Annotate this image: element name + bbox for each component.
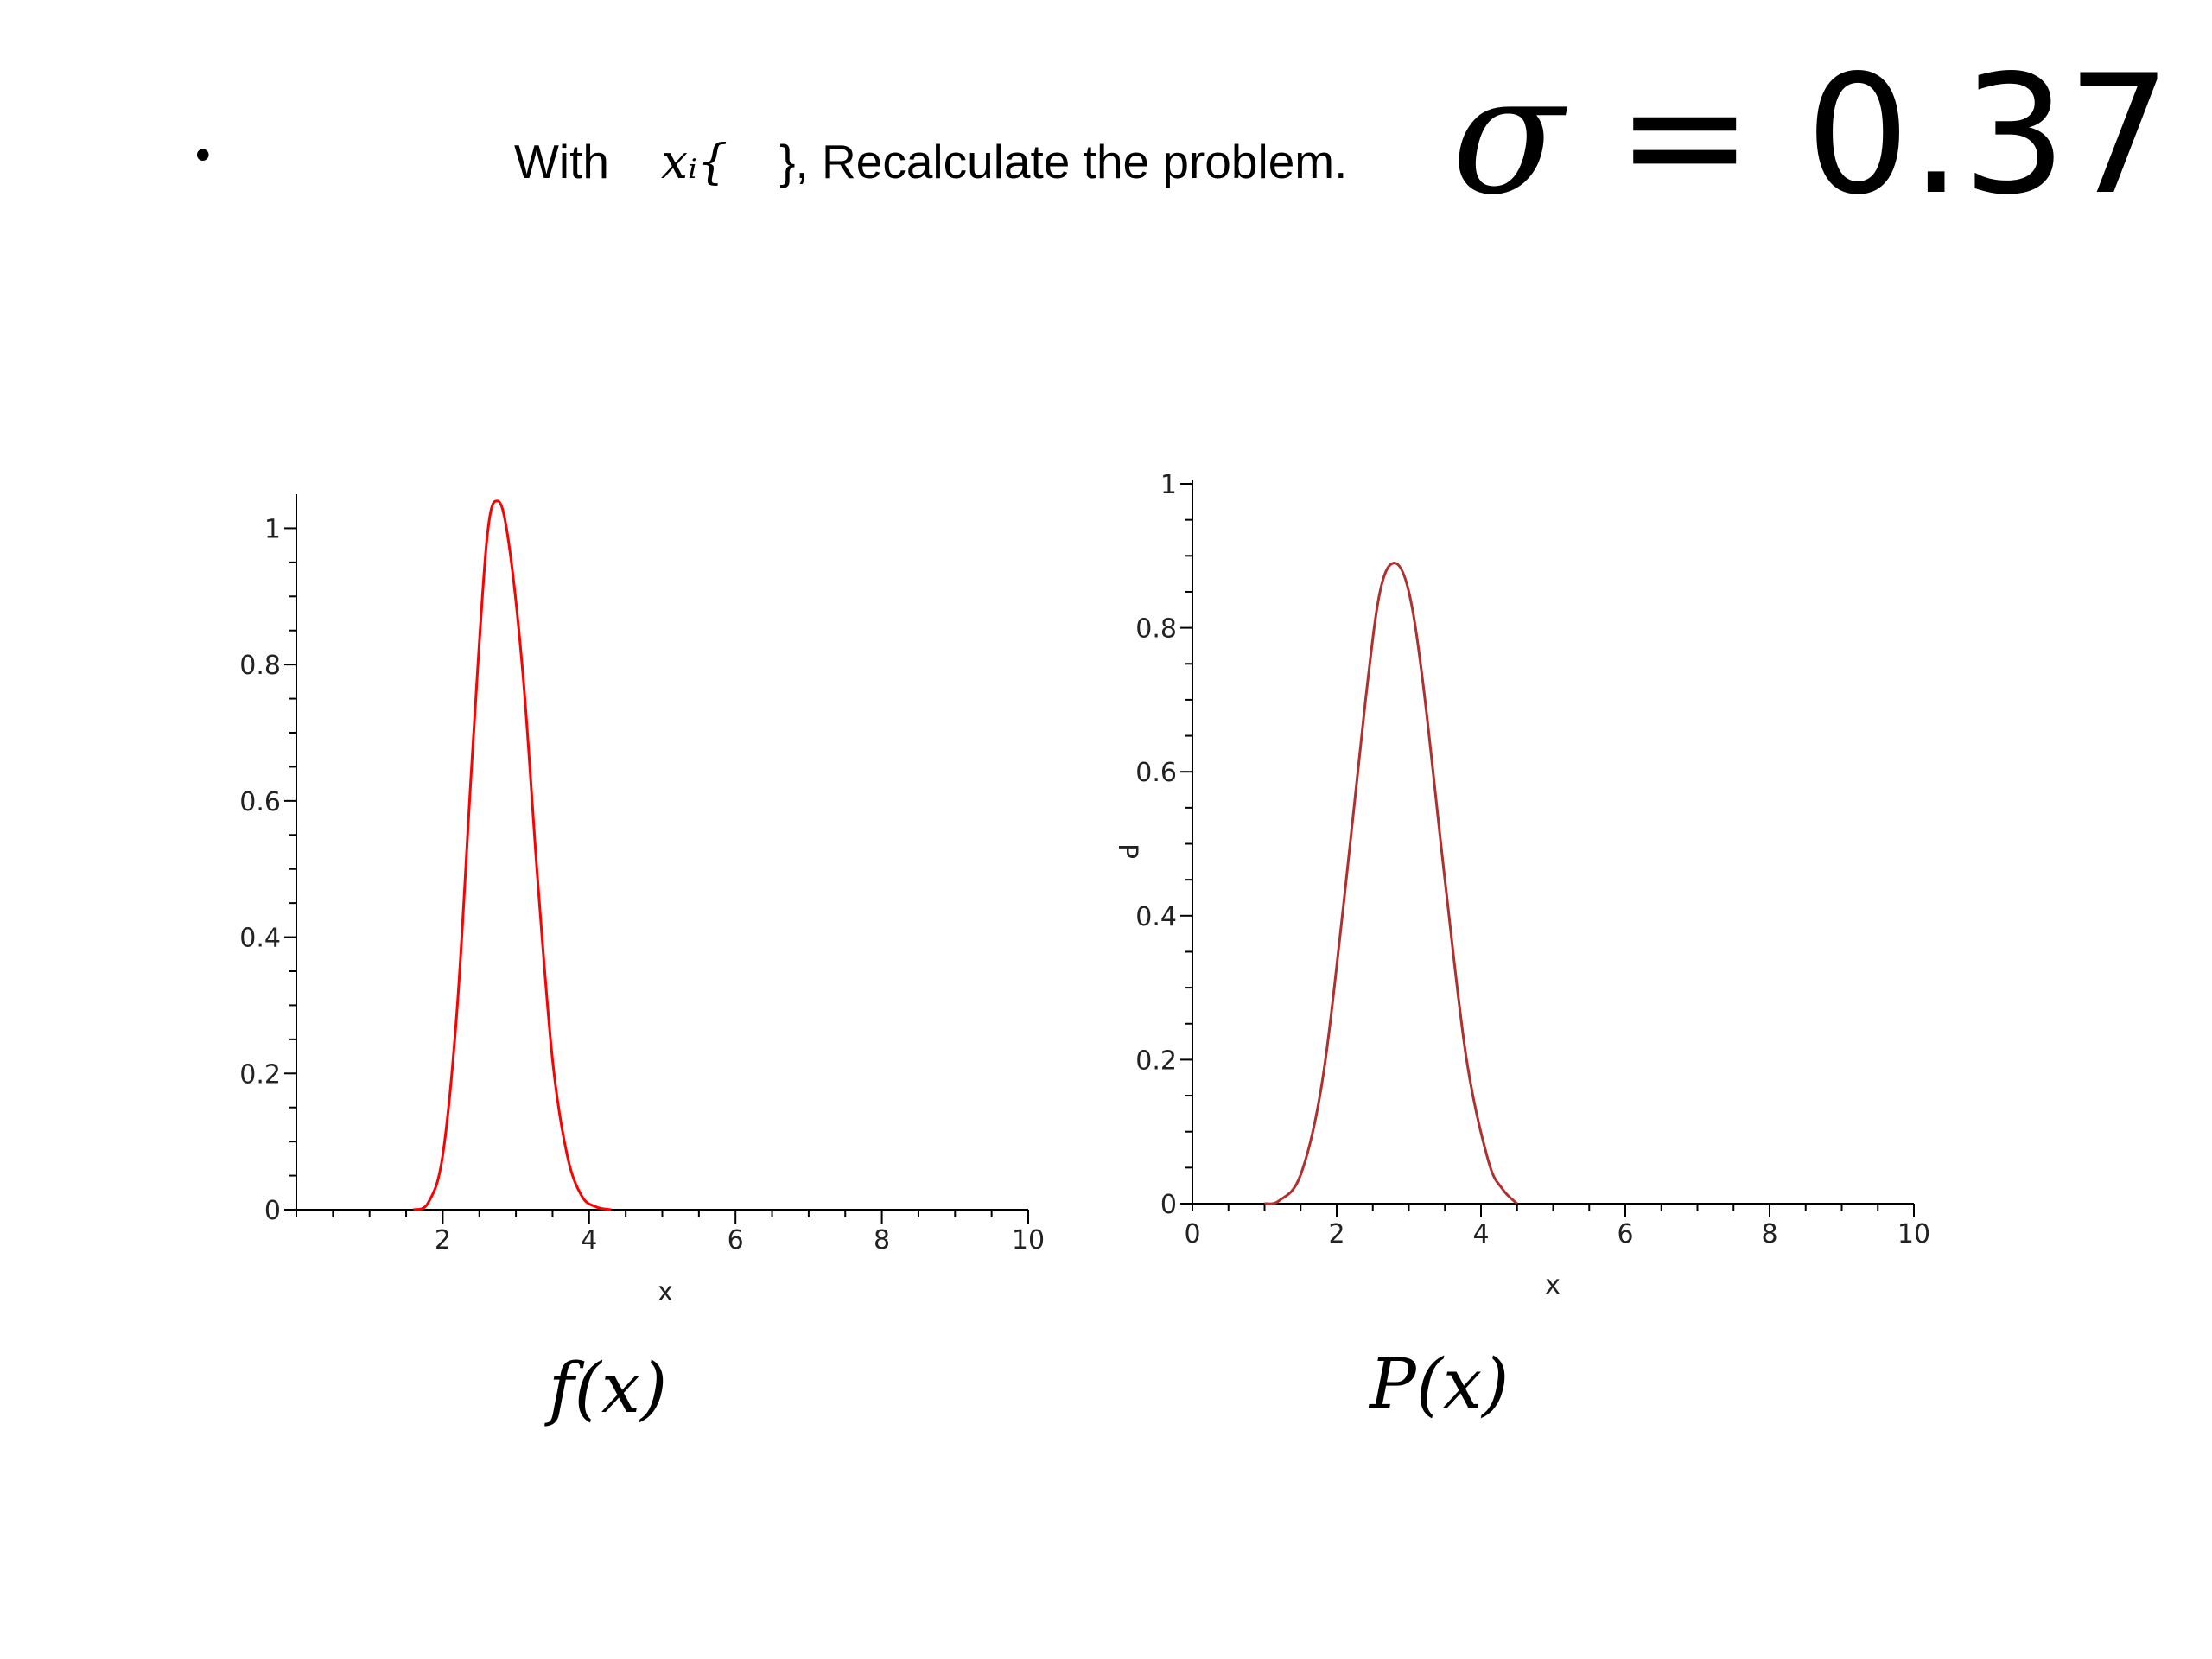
chart2-x-axis-label: x [1545, 1270, 1560, 1300]
chart2-y-tick-label: 0.6 [1135, 758, 1177, 788]
chart2-y-axis-label: P [1112, 843, 1142, 859]
chart1-y-tick-label: 0.2 [239, 1059, 281, 1090]
chart2-x-tick-label: 0 [1184, 1219, 1200, 1249]
chart1-x-tick-label: 10 [1012, 1225, 1045, 1255]
slide-heading: With 𝑥ᵢ{ }, Recalculate the problem. [514, 134, 1347, 189]
sigma-symbol: σ [1452, 40, 1564, 231]
chart1-y-tick-label: 0.4 [239, 924, 281, 954]
sigma-value: = 0.37 [1563, 40, 2171, 231]
chart2-x-tick-label: 4 [1472, 1219, 1489, 1249]
caption-p-of-x: P(x) [1370, 1344, 1510, 1424]
chart1-y-tick-label: 1 [264, 514, 281, 544]
chart2-x-tick-label: 6 [1617, 1219, 1633, 1249]
chart2-x-tick-label: 2 [1328, 1219, 1344, 1249]
chart2-y-tick-label: 0.8 [1135, 614, 1177, 645]
chart2-x-tick-label: 10 [1897, 1219, 1930, 1249]
heading-variable: 𝑥ᵢ{ [661, 134, 728, 189]
sigma-equation: σ = 0.37 [1452, 54, 2171, 218]
chart1-x-tick-label: 6 [728, 1225, 744, 1255]
chart2-y-tick-label: 0.4 [1135, 902, 1177, 932]
chart1-y-tick-label: 0.6 [239, 787, 281, 817]
chart1-series-line [412, 499, 612, 1211]
chart2-y-tick-label: 0 [1160, 1190, 1177, 1220]
chart1-y-tick-label: 0.8 [239, 651, 281, 681]
chart1-y-tick-label: 0 [264, 1196, 281, 1226]
chart1-x-tick-label: 4 [581, 1225, 597, 1255]
heading-prefix: With [514, 135, 609, 188]
chart2-y-tick-label: 1 [1160, 470, 1177, 500]
bullet-point: • [195, 130, 211, 179]
chart1-x-tick-label: 2 [435, 1225, 451, 1255]
chart2-series-line [1264, 562, 1518, 1205]
chart2-x-tick-label: 8 [1761, 1219, 1777, 1249]
heading-suffix: }, Recalculate the problem. [779, 135, 1348, 188]
chart2-y-tick-label: 0.2 [1135, 1046, 1177, 1076]
caption-f-of-x: f(x) [549, 1348, 668, 1428]
chart1-x-tick-label: 8 [874, 1225, 890, 1255]
chart1-x-axis-label: x [658, 1277, 673, 1307]
